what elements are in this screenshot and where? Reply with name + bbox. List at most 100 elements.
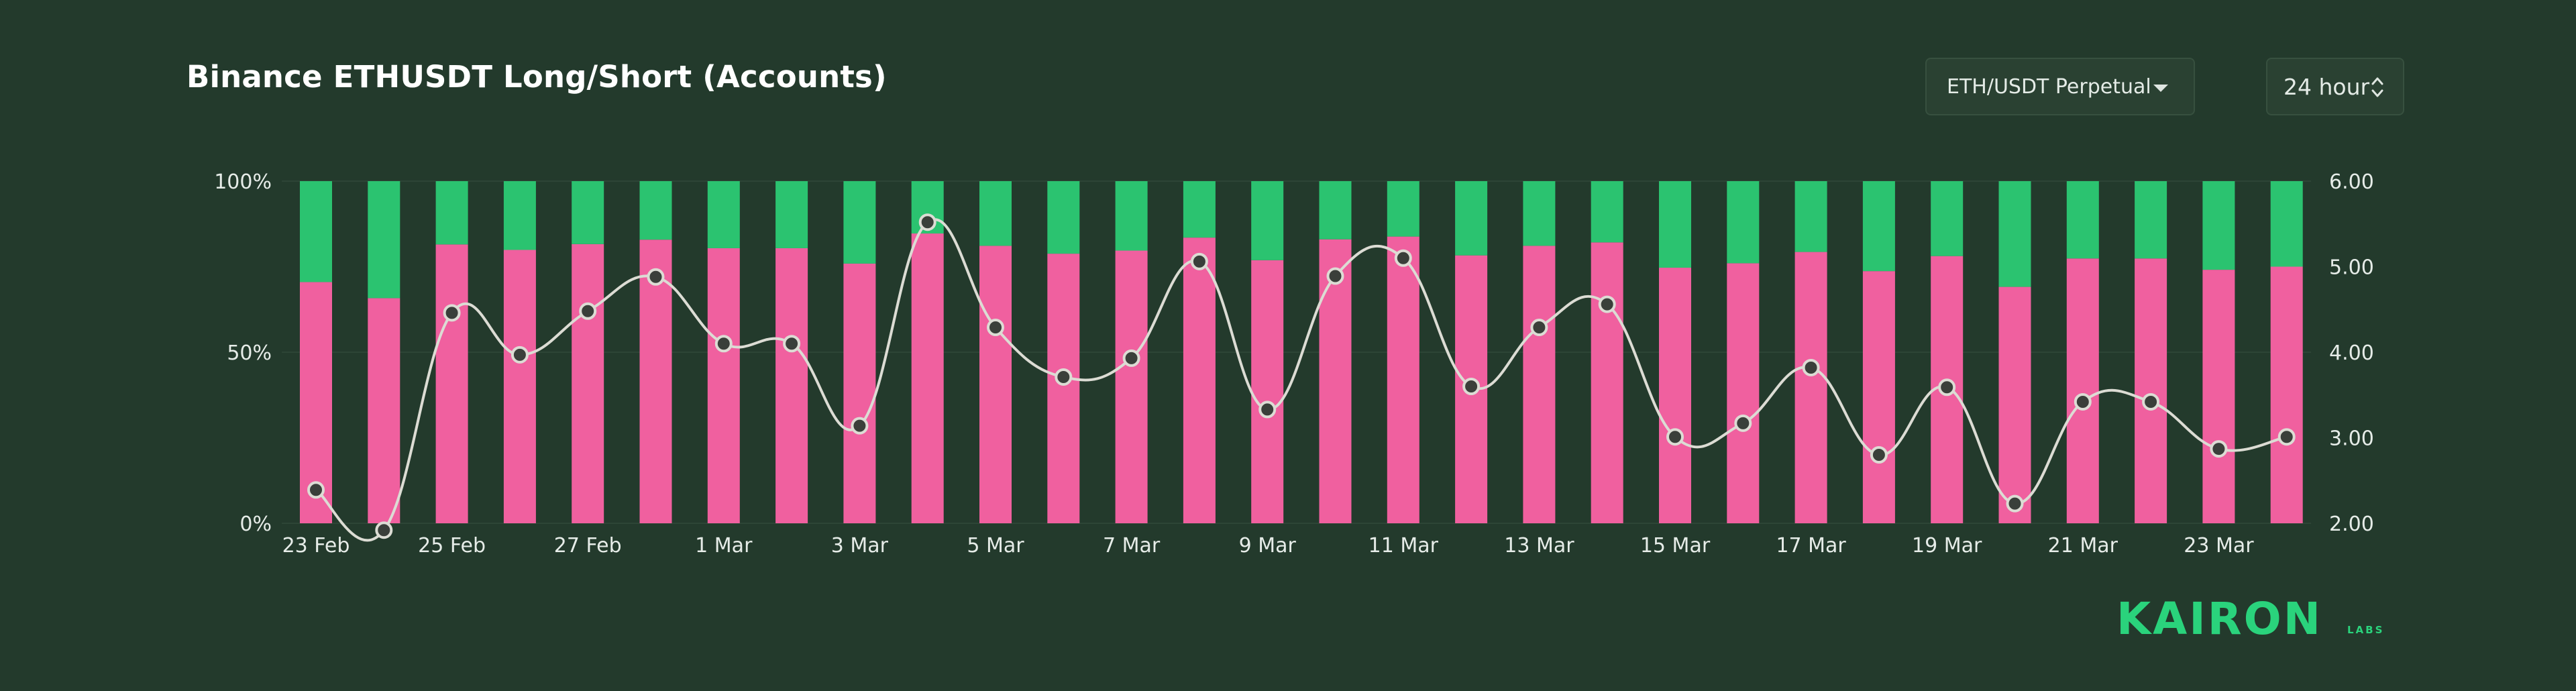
ratio-point [1870,446,1888,464]
long-bar [1047,254,1080,523]
ratio-point [1122,349,1140,367]
long-bar [1727,263,1760,523]
long-bar [1183,237,1216,523]
long-bar [1319,239,1352,523]
ratio-point [443,304,461,322]
long-bar [2066,258,2099,523]
axes: 0% 50% 100% 2.00 3.00 4.00 5.00 6.00 23 Feb 25 Fe… [214,170,2374,557]
short-bar [1794,181,1827,252]
x-tick-label: 7 Mar [1103,534,1161,557]
short-bar [1319,181,1352,240]
short-bar [435,181,468,245]
ratio-point [375,521,393,539]
ratio-point [307,481,325,499]
short-bar [2135,181,2167,259]
long-bar [1998,286,2031,523]
long-bar [1115,250,1148,523]
long-bar [639,240,672,523]
long-bar [435,244,468,523]
short-bar [1183,181,1216,238]
short-bar [1998,181,2031,287]
short-bar [1862,181,1895,272]
x-tick-label: 13 Mar [1504,534,1574,557]
x-tick-label: 11 Mar [1368,534,1439,557]
long-bar [1251,260,1284,523]
long-bar [1659,268,1691,523]
ratio-line-layer [307,213,2296,542]
long-bar [503,250,536,523]
ratio-point [2210,440,2228,458]
long-bar [707,248,740,523]
ratio-point [579,302,597,320]
interval-select[interactable]: 24 hour [2266,58,2404,115]
x-tick-label: 9 Mar [1239,534,1297,557]
short-bar [1659,181,1691,268]
ratio-point [987,319,1004,337]
ratio-point [714,335,733,353]
ratio-point [1734,414,1752,432]
long-bar [572,244,604,523]
symbol-select-value: ETH/USDT Perpetual [1947,74,2151,99]
long-bar [775,248,808,523]
long-bar [1387,236,1419,523]
short-bar [1251,181,1284,260]
kairon-logo: KAIRON LABS [2116,596,2392,643]
ratio-point [1530,319,1548,337]
ratio-line [315,218,2288,542]
y-right-tick-label: 2.00 [2329,513,2374,536]
short-bar [1523,181,1556,246]
x-tick-label: 23 Feb [282,534,350,557]
x-tick-label: 1 Mar [695,534,753,557]
ratio-point [2142,392,2160,411]
short-bar [2270,181,2303,267]
short-bar [2202,181,2235,270]
ratio-point [851,417,869,435]
short-bar [1047,181,1080,254]
short-bar [639,181,672,240]
logo-sub: LABS [2347,624,2385,636]
y-left-tick-label: 100% [214,170,272,194]
long-bar [1523,246,1556,523]
ratio-point [511,346,529,364]
ratio-point [1598,295,1616,313]
ratio-point [1802,358,1820,376]
ratio-point [647,268,665,286]
short-bar [1931,181,1964,256]
x-tick-label: 17 Mar [1776,534,1846,557]
chart-title: Binance ETHUSDT Long/Short (Accounts) [186,59,887,95]
short-bar [1591,181,1623,243]
y-right-tick-label: 4.00 [2329,341,2374,365]
short-bar [979,181,1012,246]
short-bar [707,181,740,248]
logo-text: KAIRON [2116,593,2322,645]
short-bar [368,181,400,299]
x-tick-label: 3 Mar [831,534,889,557]
short-bar [503,181,536,250]
ratio-point [918,213,936,231]
long-bar [1591,242,1623,523]
x-tick-label: 5 Mar [967,534,1024,557]
short-bar [775,181,808,248]
ratio-point [1938,378,1956,396]
ratio-point [2277,428,2296,446]
short-bar [843,181,876,264]
long-bar [2135,258,2167,523]
long-bar [2270,266,2303,523]
bars [300,181,2303,523]
y-left-tick-label: 0% [239,513,272,536]
ratio-point [1462,378,1481,395]
short-bar [2066,181,2099,259]
ratio-point [1190,252,1208,270]
y-left-tick-label: 50% [227,341,272,365]
long-bar [1794,252,1827,523]
grid-lines [282,180,2311,524]
long-bar [1862,271,1895,523]
x-tick-label: 15 Mar [1640,534,1711,557]
short-bar [1727,181,1760,264]
x-tick-label: 25 Feb [418,534,486,557]
long-bar [843,263,876,523]
y-right-tick-label: 6.00 [2329,170,2374,194]
ratio-point [1055,368,1073,386]
ratio-point [2006,494,2024,513]
symbol-select[interactable]: ETH/USDT Perpetual [1925,58,2195,115]
